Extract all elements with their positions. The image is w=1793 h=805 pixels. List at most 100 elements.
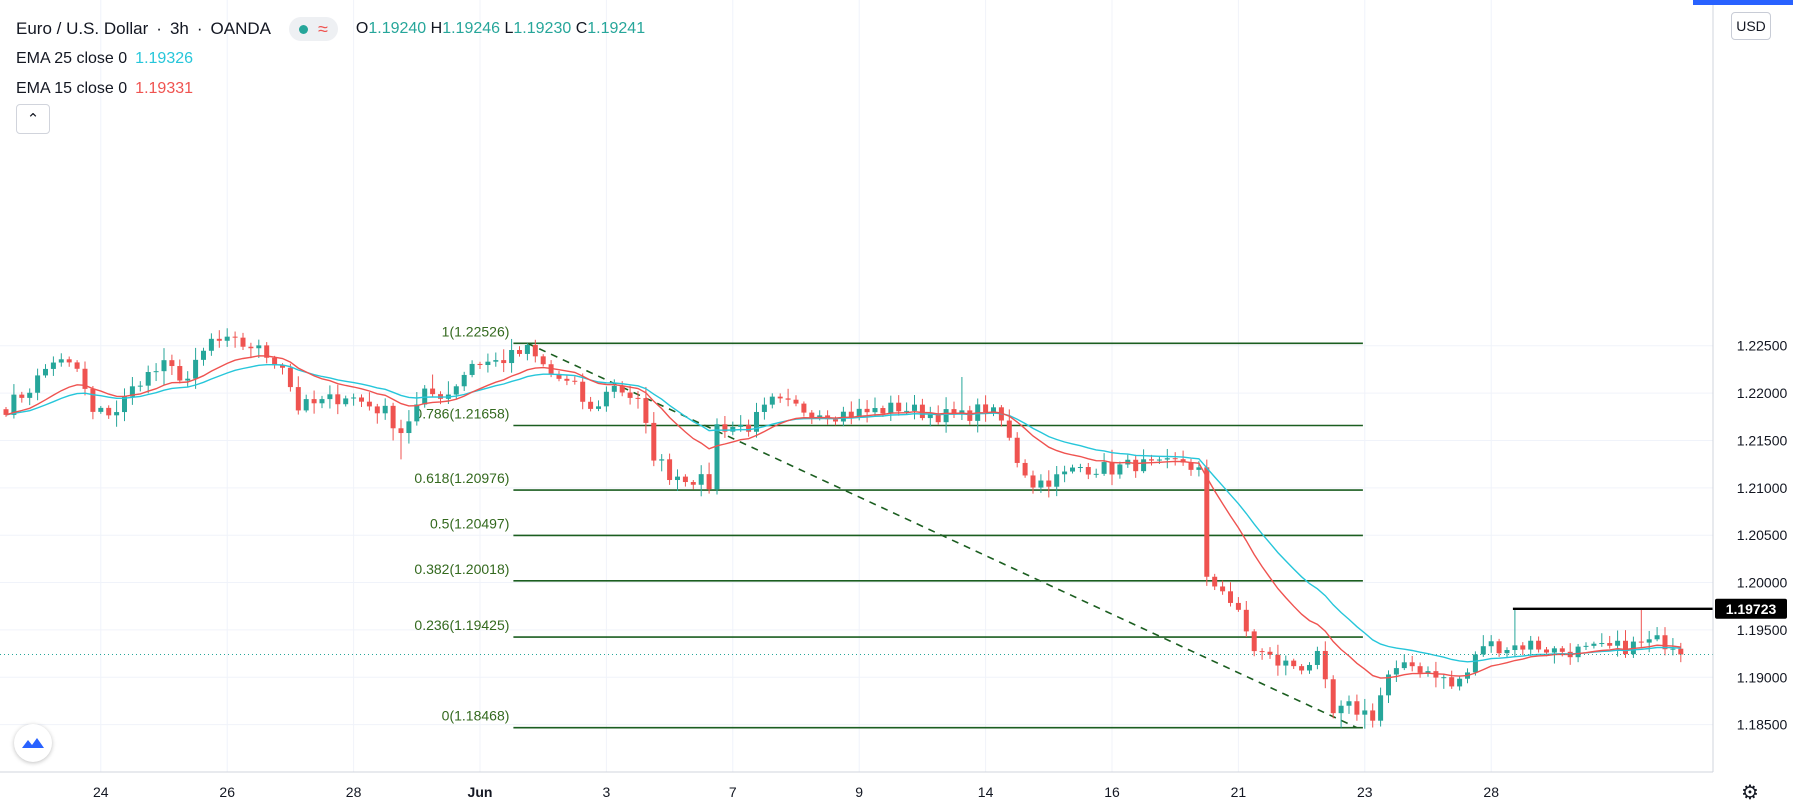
bearish-candle xyxy=(1204,467,1210,577)
top-accent-bar xyxy=(1693,0,1793,5)
bearish-candle xyxy=(216,338,222,341)
ema-15-line xyxy=(5,355,1681,679)
tradingview-logo[interactable] xyxy=(14,724,52,762)
bearish-candle xyxy=(848,411,854,418)
bullish-candle xyxy=(485,361,491,366)
bearish-candle xyxy=(777,396,783,399)
fib-level-0.618-label: 0.618(1.20976) xyxy=(414,470,509,486)
bullish-candle xyxy=(872,408,878,413)
bullish-candle xyxy=(1062,471,1068,475)
bearish-candle xyxy=(564,378,570,381)
chevron-up-icon: ⌃ xyxy=(26,111,40,128)
time-tick-label: 23 xyxy=(1357,784,1373,800)
bearish-candle xyxy=(1251,631,1257,652)
bullish-candle xyxy=(1551,648,1557,653)
bullish-candle xyxy=(754,411,759,432)
bullish-candle xyxy=(493,360,499,362)
bearish-candle xyxy=(295,387,301,411)
bullish-candle xyxy=(1101,462,1107,474)
ema-lines xyxy=(5,355,1681,679)
fib-level-0.382-label: 0.382(1.20018) xyxy=(414,561,509,577)
bullish-candle xyxy=(1599,643,1605,645)
open-value: 1.19240 xyxy=(368,20,427,37)
market-status-pill[interactable]: ≈ xyxy=(289,17,338,41)
bearish-candle xyxy=(809,412,815,418)
bullish-candle xyxy=(611,385,617,392)
bullish-candle xyxy=(161,360,167,372)
bullish-candle xyxy=(43,368,48,376)
bullish-candle xyxy=(327,394,333,400)
bearish-candle xyxy=(169,360,175,367)
bullish-candle xyxy=(1054,474,1060,487)
bearish-candle xyxy=(1267,651,1273,655)
chart-grid xyxy=(0,0,1713,772)
price-tick-label: 1.18500 xyxy=(1737,717,1788,733)
bearish-candle xyxy=(935,414,941,423)
ema15-row[interactable]: EMA 15 close 0 1.19331 xyxy=(16,74,645,104)
bullish-candle xyxy=(1401,662,1407,669)
price-tick-label: 1.22500 xyxy=(1737,338,1788,354)
bullish-candle xyxy=(319,399,325,404)
high-value: 1.19246 xyxy=(442,20,501,37)
bullish-candle xyxy=(185,378,191,381)
bullish-candle xyxy=(98,407,104,412)
bullish-candle xyxy=(1196,467,1202,470)
fib-level-0.5-label: 0.5(1.20497) xyxy=(430,515,509,531)
bullish-candle xyxy=(414,404,420,422)
bullish-candle xyxy=(738,424,744,427)
price-tick-label: 1.20000 xyxy=(1737,575,1788,591)
bearish-candle xyxy=(1006,420,1012,438)
bearish-candle xyxy=(1014,437,1020,463)
symbol-row: Euro / U.S. Dollar · 3h · OANDA ≈ O1.192… xyxy=(16,14,645,44)
bearish-candle xyxy=(682,476,688,483)
bullish-candle xyxy=(1283,660,1289,666)
fib-trend-line xyxy=(527,342,1358,729)
ema25-row[interactable]: EMA 25 close 0 1.19326 xyxy=(16,44,645,74)
fib-level-0-label: 0(1.18468) xyxy=(442,708,510,724)
bearish-candle xyxy=(643,398,649,423)
bullish-candle xyxy=(114,412,120,416)
fib-level-0.786-label: 0.786(1.21658) xyxy=(414,405,509,421)
bullish-candle xyxy=(698,474,704,485)
candlestick-series xyxy=(3,328,1684,729)
symbol-name[interactable]: Euro / U.S. Dollar xyxy=(16,19,149,38)
settings-gear-icon[interactable]: ⚙ xyxy=(1741,782,1759,804)
bullish-candle xyxy=(201,350,206,360)
bullish-candle xyxy=(1338,705,1344,714)
bullish-candle xyxy=(224,336,230,341)
bearish-candle xyxy=(864,408,870,413)
bearish-candle xyxy=(390,405,396,429)
fibonacci-retracement[interactable]: 1(1.22526) 0.786(1.21658) 0.618(1.20976) 0.… xyxy=(414,323,1363,729)
bullish-candle xyxy=(1386,674,1391,696)
currency-button[interactable]: USD xyxy=(1731,12,1771,40)
bearish-candle xyxy=(106,407,112,416)
bullish-candle xyxy=(1141,459,1147,472)
bearish-candle xyxy=(359,397,364,402)
bearish-candle xyxy=(635,397,641,399)
bullish-candle xyxy=(351,397,357,399)
bullish-candle xyxy=(469,363,475,375)
bearish-candle xyxy=(967,410,973,421)
collapse-legend-button[interactable]: ⌃ xyxy=(16,104,50,134)
bullish-candle xyxy=(1654,635,1660,640)
bearish-candle xyxy=(90,388,96,412)
bearish-candle xyxy=(746,424,752,432)
bullish-candle xyxy=(1670,648,1676,650)
ema25-label: EMA 25 close 0 xyxy=(16,50,128,67)
close-key: C xyxy=(575,20,588,37)
tradingview-logo-icon xyxy=(22,738,44,748)
bullish-candle xyxy=(603,391,609,407)
bullish-candle xyxy=(303,399,309,411)
high-key: H xyxy=(430,20,443,37)
bearish-candle xyxy=(1133,459,1139,472)
bearish-candle xyxy=(1188,462,1194,470)
bearish-candle xyxy=(398,428,404,434)
bearish-candle xyxy=(619,385,625,393)
bearish-candle xyxy=(896,402,902,412)
interval-label[interactable]: 3h xyxy=(169,19,189,38)
price-tick-label: 1.22000 xyxy=(1737,385,1788,401)
drawings-overlay[interactable] xyxy=(0,607,1713,655)
time-tick-label: Jun xyxy=(468,784,493,800)
